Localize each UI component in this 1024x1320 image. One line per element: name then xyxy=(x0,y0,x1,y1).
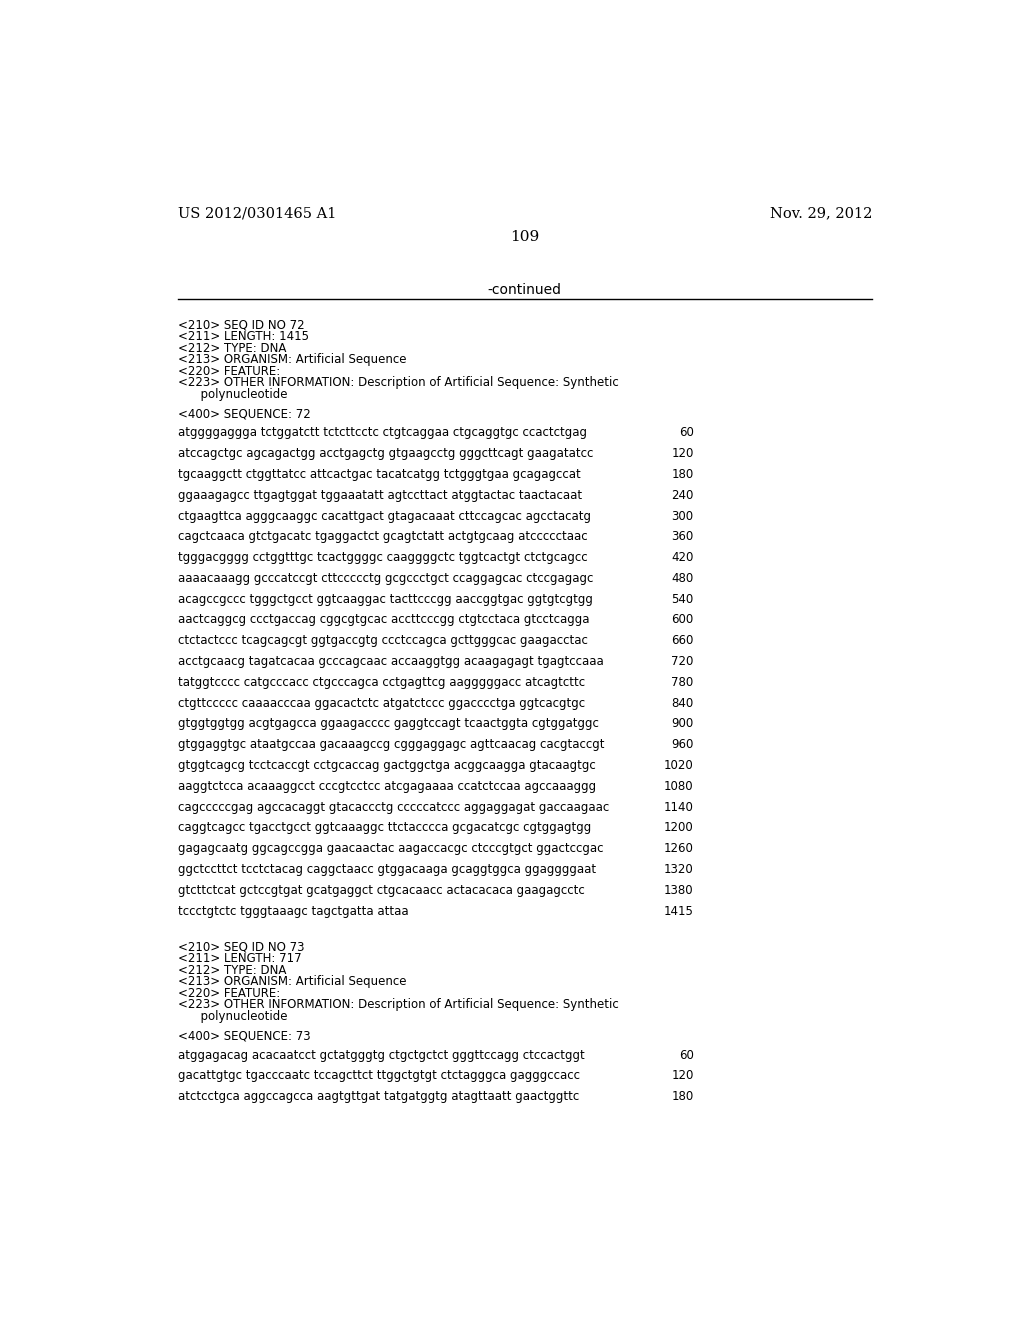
Text: 780: 780 xyxy=(672,676,693,689)
Text: tgggacgggg cctggtttgc tcactggggc caaggggctc tggtcactgt ctctgcagcc: tgggacgggg cctggtttgc tcactggggc caagggg… xyxy=(178,552,588,564)
Text: <212> TYPE: DNA: <212> TYPE: DNA xyxy=(178,342,287,355)
Text: gtggtcagcg tcctcaccgt cctgcaccag gactggctga acggcaagga gtacaagtgc: gtggtcagcg tcctcaccgt cctgcaccag gactggc… xyxy=(178,759,596,772)
Text: 120: 120 xyxy=(672,1069,693,1082)
Text: <220> FEATURE:: <220> FEATURE: xyxy=(178,987,281,1001)
Text: tccctgtctc tgggtaaagc tagctgatta attaa: tccctgtctc tgggtaaagc tagctgatta attaa xyxy=(178,904,409,917)
Text: tgcaaggctt ctggttatcc attcactgac tacatcatgg tctgggtgaa gcagagccat: tgcaaggctt ctggttatcc attcactgac tacatca… xyxy=(178,469,582,480)
Text: aaggtctcca acaaaggcct cccgtcctcc atcgagaaaa ccatctccaa agccaaaggg: aaggtctcca acaaaggcct cccgtcctcc atcgaga… xyxy=(178,780,597,793)
Text: 60: 60 xyxy=(679,1048,693,1061)
Text: caggtcagcc tgacctgcct ggtcaaaggc ttctacccca gcgacatcgc cgtggagtgg: caggtcagcc tgacctgcct ggtcaaaggc ttctacc… xyxy=(178,821,592,834)
Text: 120: 120 xyxy=(672,447,693,461)
Text: <223> OTHER INFORMATION: Description of Artificial Sequence: Synthetic: <223> OTHER INFORMATION: Description of … xyxy=(178,376,620,389)
Text: gtcttctcat gctccgtgat gcatgaggct ctgcacaacc actacacaca gaagagcctc: gtcttctcat gctccgtgat gcatgaggct ctgcaca… xyxy=(178,884,585,896)
Text: cagctcaaca gtctgacatc tgaggactct gcagtctatt actgtgcaag atccccctaac: cagctcaaca gtctgacatc tgaggactct gcagtct… xyxy=(178,531,588,544)
Text: polynucleotide: polynucleotide xyxy=(178,1010,288,1023)
Text: Nov. 29, 2012: Nov. 29, 2012 xyxy=(770,206,872,220)
Text: 480: 480 xyxy=(672,572,693,585)
Text: US 2012/0301465 A1: US 2012/0301465 A1 xyxy=(178,206,337,220)
Text: 240: 240 xyxy=(672,488,693,502)
Text: 840: 840 xyxy=(672,697,693,710)
Text: 1320: 1320 xyxy=(664,863,693,876)
Text: 960: 960 xyxy=(672,738,693,751)
Text: aaaacaaagg gcccatccgt cttccccctg gcgccctgct ccaggagcac ctccgagagc: aaaacaaagg gcccatccgt cttccccctg gcgccct… xyxy=(178,572,594,585)
Text: atctcctgca aggccagcca aagtgttgat tatgatggtg atagttaatt gaactggttc: atctcctgca aggccagcca aagtgttgat tatgatg… xyxy=(178,1090,580,1104)
Text: 180: 180 xyxy=(672,469,693,480)
Text: 109: 109 xyxy=(510,230,540,244)
Text: 1140: 1140 xyxy=(664,800,693,813)
Text: gtggaggtgc ataatgccaa gacaaagccg cgggaggagc agttcaacag cacgtaccgt: gtggaggtgc ataatgccaa gacaaagccg cgggagg… xyxy=(178,738,605,751)
Text: -continued: -continued xyxy=(487,284,562,297)
Text: 1080: 1080 xyxy=(665,780,693,793)
Text: acagccgccc tgggctgcct ggtcaaggac tacttcccgg aaccggtgac ggtgtcgtgg: acagccgccc tgggctgcct ggtcaaggac tacttcc… xyxy=(178,593,593,606)
Text: <400> SEQUENCE: 72: <400> SEQUENCE: 72 xyxy=(178,407,311,420)
Text: 660: 660 xyxy=(672,635,693,647)
Text: 1260: 1260 xyxy=(664,842,693,855)
Text: <210> SEQ ID NO 73: <210> SEQ ID NO 73 xyxy=(178,941,305,954)
Text: <210> SEQ ID NO 72: <210> SEQ ID NO 72 xyxy=(178,318,305,331)
Text: <400> SEQUENCE: 73: <400> SEQUENCE: 73 xyxy=(178,1030,311,1043)
Text: 1415: 1415 xyxy=(664,904,693,917)
Text: cagcccccgag agccacaggt gtacaccctg cccccatccc aggaggagat gaccaagaac: cagcccccgag agccacaggt gtacaccctg ccccca… xyxy=(178,800,609,813)
Text: gtggtggtgg acgtgagcca ggaagacccc gaggtccagt tcaactggta cgtggatggc: gtggtggtgg acgtgagcca ggaagacccc gaggtcc… xyxy=(178,718,599,730)
Text: ggaaagagcc ttgagtggat tggaaatatt agtccttact atggtactac taactacaat: ggaaagagcc ttgagtggat tggaaatatt agtcctt… xyxy=(178,488,583,502)
Text: <213> ORGANISM: Artificial Sequence: <213> ORGANISM: Artificial Sequence xyxy=(178,975,407,989)
Text: <213> ORGANISM: Artificial Sequence: <213> ORGANISM: Artificial Sequence xyxy=(178,354,407,366)
Text: gagagcaatg ggcagccgga gaacaactac aagaccacgc ctcccgtgct ggactccgac: gagagcaatg ggcagccgga gaacaactac aagacca… xyxy=(178,842,604,855)
Text: acctgcaacg tagatcacaa gcccagcaac accaaggtgg acaagagagt tgagtccaaa: acctgcaacg tagatcacaa gcccagcaac accaagg… xyxy=(178,655,604,668)
Text: gacattgtgc tgacccaatc tccagcttct ttggctgtgt ctctagggca gagggccacc: gacattgtgc tgacccaatc tccagcttct ttggctg… xyxy=(178,1069,581,1082)
Text: 180: 180 xyxy=(672,1090,693,1104)
Text: 540: 540 xyxy=(672,593,693,606)
Text: 1200: 1200 xyxy=(664,821,693,834)
Text: <211> LENGTH: 1415: <211> LENGTH: 1415 xyxy=(178,330,309,343)
Text: atccagctgc agcagactgg acctgagctg gtgaagcctg gggcttcagt gaagatatcc: atccagctgc agcagactgg acctgagctg gtgaagc… xyxy=(178,447,594,461)
Text: 360: 360 xyxy=(672,531,693,544)
Text: 1020: 1020 xyxy=(664,759,693,772)
Text: aactcaggcg ccctgaccag cggcgtgcac accttcccgg ctgtcctaca gtcctcagga: aactcaggcg ccctgaccag cggcgtgcac accttcc… xyxy=(178,614,590,627)
Text: atggggaggga tctggatctt tctcttcctc ctgtcaggaa ctgcaggtgc ccactctgag: atggggaggga tctggatctt tctcttcctc ctgtca… xyxy=(178,426,588,440)
Text: 300: 300 xyxy=(672,510,693,523)
Text: ctctactccc tcagcagcgt ggtgaccgtg ccctccagca gcttgggcac gaagacctac: ctctactccc tcagcagcgt ggtgaccgtg ccctcca… xyxy=(178,635,588,647)
Text: tatggtcccc catgcccacc ctgcccagca cctgagttcg aagggggacc atcagtcttc: tatggtcccc catgcccacc ctgcccagca cctgagt… xyxy=(178,676,586,689)
Text: ctgaagttca agggcaaggc cacattgact gtagacaaat cttccagcac agcctacatg: ctgaagttca agggcaaggc cacattgact gtagaca… xyxy=(178,510,592,523)
Text: 720: 720 xyxy=(672,655,693,668)
Text: 600: 600 xyxy=(672,614,693,627)
Text: <212> TYPE: DNA: <212> TYPE: DNA xyxy=(178,964,287,977)
Text: <223> OTHER INFORMATION: Description of Artificial Sequence: Synthetic: <223> OTHER INFORMATION: Description of … xyxy=(178,998,620,1011)
Text: ctgttccccc caaaacccaa ggacactctc atgatctccc ggacccctga ggtcacgtgc: ctgttccccc caaaacccaa ggacactctc atgatct… xyxy=(178,697,586,710)
Text: <211> LENGTH: 717: <211> LENGTH: 717 xyxy=(178,952,302,965)
Text: 60: 60 xyxy=(679,426,693,440)
Text: ggctccttct tcctctacag caggctaacc gtggacaaga gcaggtggca ggaggggaat: ggctccttct tcctctacag caggctaacc gtggaca… xyxy=(178,863,597,876)
Text: <220> FEATURE:: <220> FEATURE: xyxy=(178,364,281,378)
Text: 420: 420 xyxy=(672,552,693,564)
Text: 1380: 1380 xyxy=(665,884,693,896)
Text: atggagacag acacaatcct gctatgggtg ctgctgctct gggttccagg ctccactggt: atggagacag acacaatcct gctatgggtg ctgctgc… xyxy=(178,1048,585,1061)
Text: 900: 900 xyxy=(672,718,693,730)
Text: polynucleotide: polynucleotide xyxy=(178,388,288,401)
